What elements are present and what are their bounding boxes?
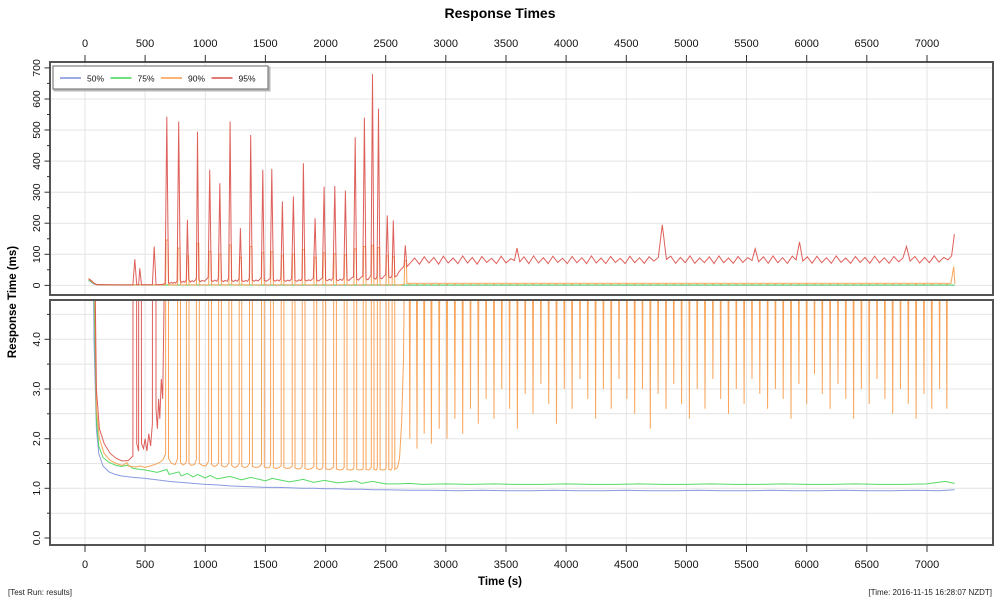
top-xtick-label: 5500	[734, 38, 758, 50]
bottom-xtick-label: 1000	[193, 559, 217, 571]
series-line-95%-overview	[88, 74, 955, 286]
bottom-xtick-label: 0	[82, 559, 88, 571]
overview-ytick-label: 700	[31, 59, 43, 77]
bottom-xtick-label: 2500	[373, 559, 397, 571]
legend-label: 95%	[239, 74, 256, 84]
top-xtick-label: 7000	[915, 38, 939, 50]
bottom-xtick-label: 5500	[734, 559, 758, 571]
top-xtick-label: 4500	[614, 38, 638, 50]
x-axis-title: Time (s)	[478, 576, 522, 588]
bottom-xtick-label: 3500	[494, 559, 518, 571]
series-line-75%-detail	[93, 300, 955, 485]
series-line-50%-detail	[93, 300, 955, 492]
top-xtick-label: 2500	[373, 38, 397, 50]
detail-ytick-label: 4.0	[31, 332, 43, 347]
detail-ytick-label: 3.0	[31, 382, 43, 397]
legend: 50% 75% 90% 95%	[52, 65, 271, 92]
legend-label: 75%	[138, 74, 155, 84]
x-axes: 0 0 500 500 1000 1000 1500 1500 2000 2000 2500 2500…	[82, 38, 939, 571]
bottom-xtick-label: 7000	[915, 559, 939, 571]
top-xtick-label: 2000	[313, 38, 337, 50]
bottom-xtick-label: 6500	[855, 559, 879, 571]
top-xtick-label: 5000	[674, 38, 698, 50]
footer-test-run: [Test Run: results]	[8, 588, 73, 597]
overview-panel: 0 100 200 300 400 500 600 700	[31, 59, 994, 296]
top-xtick-label: 3000	[434, 38, 458, 50]
bottom-xtick-label: 3000	[434, 559, 458, 571]
top-xtick-label: 1500	[253, 38, 277, 50]
top-xtick-label: 0	[82, 38, 88, 50]
overview-ytick-label: 400	[31, 152, 43, 170]
overview-panel-border	[49, 61, 994, 296]
detail-ytick-label: 1.0	[31, 481, 43, 496]
legend-label: 90%	[188, 74, 205, 84]
overview-ytick-label: 200	[31, 214, 43, 232]
top-xtick-label: 500	[136, 38, 154, 50]
top-xtick-label: 6000	[794, 38, 818, 50]
top-xtick-label: 4000	[554, 38, 578, 50]
bottom-xtick-label: 1500	[253, 559, 277, 571]
bottom-xtick-label: 5000	[674, 559, 698, 571]
detail-panel: 0.0 1.0 2.0 3.0 4.0	[31, 299, 994, 546]
detail-panel-border	[49, 299, 994, 546]
legend-label: 50%	[87, 74, 104, 84]
footer-timestamp: [Time: 2016-11-15 16:28:07 NZDT]	[868, 588, 992, 597]
chart-title: Response Times	[444, 5, 556, 21]
detail-ytick-label: 0.0	[31, 531, 43, 546]
legend-box	[52, 65, 269, 90]
overview-ytick-label: 500	[31, 121, 43, 139]
overview-ytick-label: 600	[31, 90, 43, 108]
top-xtick-label: 1000	[193, 38, 217, 50]
bottom-xtick-label: 500	[136, 559, 154, 571]
bottom-xtick-label: 6000	[794, 559, 818, 571]
overview-ytick-label: 300	[31, 183, 43, 201]
y-axis-title: Response Time (ms)	[7, 245, 19, 359]
overview-ytick-label: 100	[31, 245, 43, 263]
bottom-xtick-label: 4500	[614, 559, 638, 571]
detail-ytick-label: 2.0	[31, 431, 43, 446]
top-xtick-label: 6500	[855, 38, 879, 50]
bottom-xtick-label: 4000	[554, 559, 578, 571]
bottom-xtick-label: 2000	[313, 559, 337, 571]
top-xtick-label: 3500	[494, 38, 518, 50]
overview-ytick-label: 0	[31, 282, 43, 288]
